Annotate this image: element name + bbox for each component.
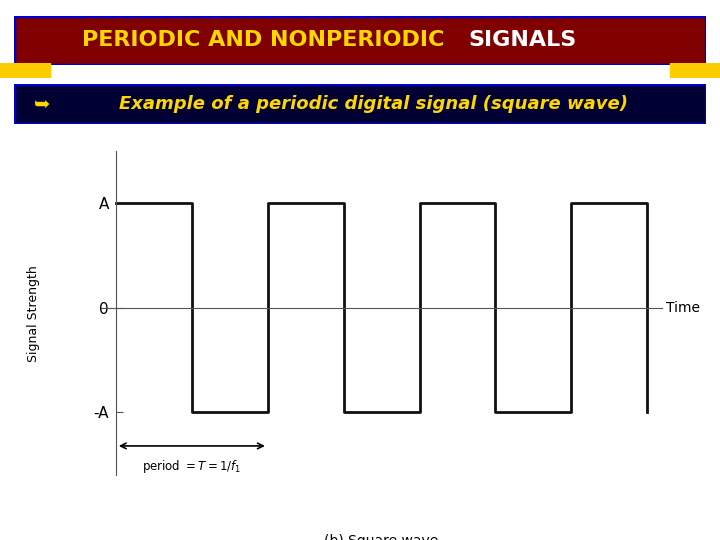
Text: Example of a periodic digital signal (square wave): Example of a periodic digital signal (sq… [120,95,629,113]
Text: period $= T = 1/f_1$: period $= T = 1/f_1$ [143,458,241,476]
Bar [670,63,720,78]
Text: Signal Strength: Signal Strength [27,265,40,362]
Text: PERIODIC AND NONPERIODIC: PERIODIC AND NONPERIODIC [82,30,444,50]
Text: (b) Square wave: (b) Square wave [325,534,438,540]
Bar [0,63,50,78]
FancyBboxPatch shape [14,84,706,124]
Text: SIGNALS: SIGNALS [468,30,577,50]
FancyBboxPatch shape [14,16,706,65]
Text: Time: Time [666,301,700,315]
Text: ➥: ➥ [34,94,50,113]
